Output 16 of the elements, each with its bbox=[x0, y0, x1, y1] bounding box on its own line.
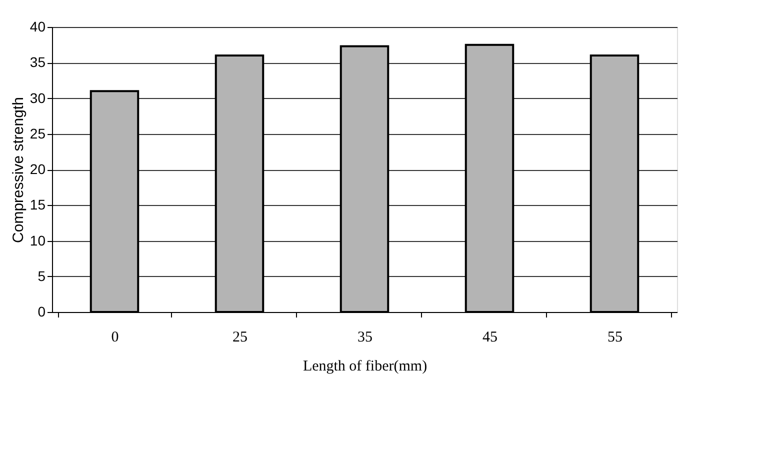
y-tick-label: 10 bbox=[30, 232, 46, 248]
y-tick-label: 25 bbox=[30, 125, 46, 142]
y-axis-title: Compressive strength bbox=[10, 97, 27, 243]
x-tick-label: 0 bbox=[111, 330, 119, 346]
y-tick-label: 15 bbox=[30, 196, 46, 213]
y-tick-label: 40 bbox=[30, 18, 46, 34]
x-tick-label: 45 bbox=[482, 330, 498, 346]
y-tick-label: 35 bbox=[30, 54, 46, 70]
y-tick-label: 30 bbox=[30, 90, 46, 106]
x-tick-label: 55 bbox=[608, 330, 622, 346]
x-axis-title: Length of fiber(mm) bbox=[302, 358, 428, 374]
y-tick-label: 5 bbox=[38, 268, 46, 284]
x-tick-label: 35 bbox=[358, 330, 372, 346]
x-tick-label: 25 bbox=[232, 330, 248, 346]
y-tick-label: 0 bbox=[38, 304, 46, 320]
y-tick-label: 20 bbox=[30, 161, 46, 177]
